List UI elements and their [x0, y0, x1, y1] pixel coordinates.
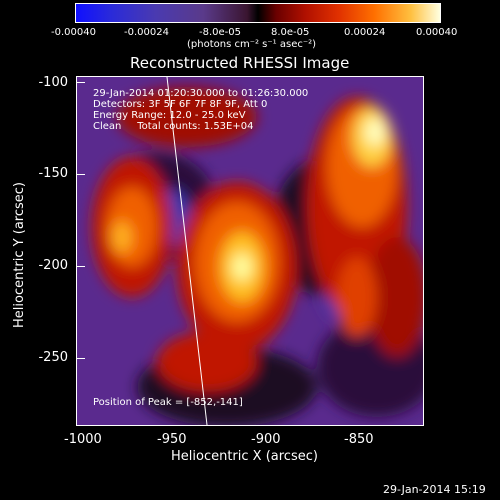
y-tick: -100 — [38, 75, 68, 90]
y-axis-label: Heliocentric Y (arcsec) — [12, 182, 27, 328]
solar-limb-line — [166, 77, 208, 425]
colorbar-tick: 0.00040 — [416, 27, 458, 38]
colorbar — [75, 3, 441, 23]
colorbar-tick: -8.0e-05 — [199, 27, 241, 38]
colorbar-unit: (photons cm⁻² s⁻¹ asec⁻²) — [187, 39, 317, 50]
annotation-energy: Energy Range: 12.0 - 25.0 keV — [93, 110, 246, 121]
y-tick: -150 — [38, 166, 68, 181]
x-axis-label: Heliocentric X (arcsec) — [171, 449, 318, 464]
annotation-time: 29-Jan-2014 01:20:30.000 to 01:26:30.000 — [93, 88, 309, 99]
x-tick: -1000 — [64, 432, 102, 447]
colorbar-tick: -0.00040 — [51, 27, 96, 38]
annotation-clean: Clean Total counts: 1.53E+04 — [93, 121, 254, 132]
y-tick-mark — [77, 82, 85, 83]
plot-frame — [76, 76, 424, 426]
footer-timestamp: 29-Jan-2014 15:19 — [383, 483, 486, 496]
y-tick-mark — [77, 358, 85, 359]
y-tick-mark — [77, 174, 85, 175]
colorbar-tick: 8.0e-05 — [271, 27, 310, 38]
colorbar-tick: 0.00024 — [344, 27, 386, 38]
y-tick-mark — [77, 266, 85, 267]
image-title: Reconstructed RHESSI Image — [130, 54, 350, 72]
annotation-detectors: Detectors: 3F 5F 6F 7F 8F 9F, Att 0 — [93, 99, 268, 110]
y-tick: -250 — [38, 350, 68, 365]
y-tick: -200 — [38, 258, 68, 273]
x-tick: -850 — [344, 432, 374, 447]
solar-flare-image — [77, 77, 423, 425]
x-tick: -950 — [157, 432, 187, 447]
colorbar-tick: -0.00024 — [124, 27, 169, 38]
annotation-peak: Position of Peak = [-852,-141] — [93, 397, 243, 408]
x-tick: -900 — [251, 432, 281, 447]
